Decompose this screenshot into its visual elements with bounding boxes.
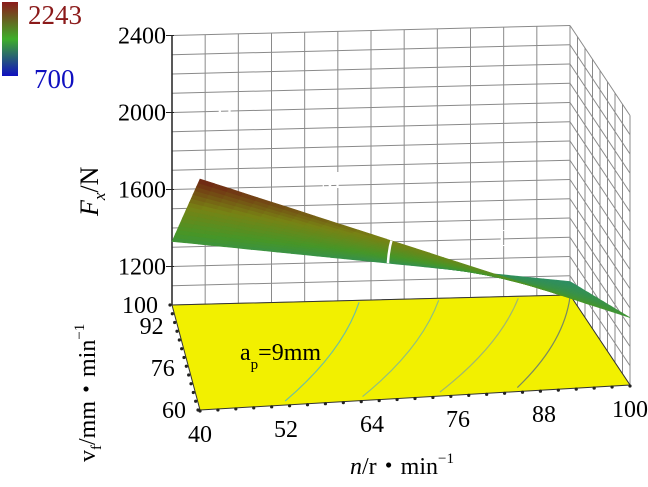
floor-contours	[284, 296, 571, 402]
z-tick-label: 1600	[118, 178, 166, 204]
y-tick-label: 60	[162, 398, 186, 424]
x-tick-label: 100	[612, 397, 648, 423]
x-tick-label: 52	[274, 417, 298, 443]
x-tick-label: 64	[360, 412, 384, 438]
y-axis-label: vf/mm・min−1	[72, 324, 105, 462]
region-label-l: L	[498, 226, 513, 252]
region-label-h: H	[216, 104, 233, 130]
x-tick-label: 40	[188, 422, 212, 448]
condition-label: ap=9mm	[240, 340, 321, 373]
z-tick-label: 2000	[118, 101, 166, 127]
x-tick-label: 76	[446, 407, 470, 433]
x-axis-ticks: 40 52 64 76 88 100	[188, 397, 648, 448]
x-tick-label: 88	[532, 402, 556, 428]
y-tick-label: 92	[140, 314, 164, 340]
z-axis-label: Fx/N	[75, 166, 109, 217]
z-tick-label: 1200	[118, 255, 166, 281]
floor-edge-ticks	[168, 303, 632, 413]
z-tick-label: 2400	[118, 24, 166, 50]
region-label-m: M	[320, 168, 341, 194]
response-surface	[171, 178, 631, 318]
y-tick-label: 76	[151, 356, 175, 382]
colorbar-max-label: 2243	[28, 0, 82, 30]
y-tick-label: 100	[122, 293, 158, 319]
colorbar	[2, 2, 18, 76]
z-axis-ticks: 1200 1600 2000 2400	[118, 24, 174, 281]
colorbar-min-label: 700	[34, 64, 75, 94]
x-axis-label: n/r・min−1	[350, 451, 454, 480]
